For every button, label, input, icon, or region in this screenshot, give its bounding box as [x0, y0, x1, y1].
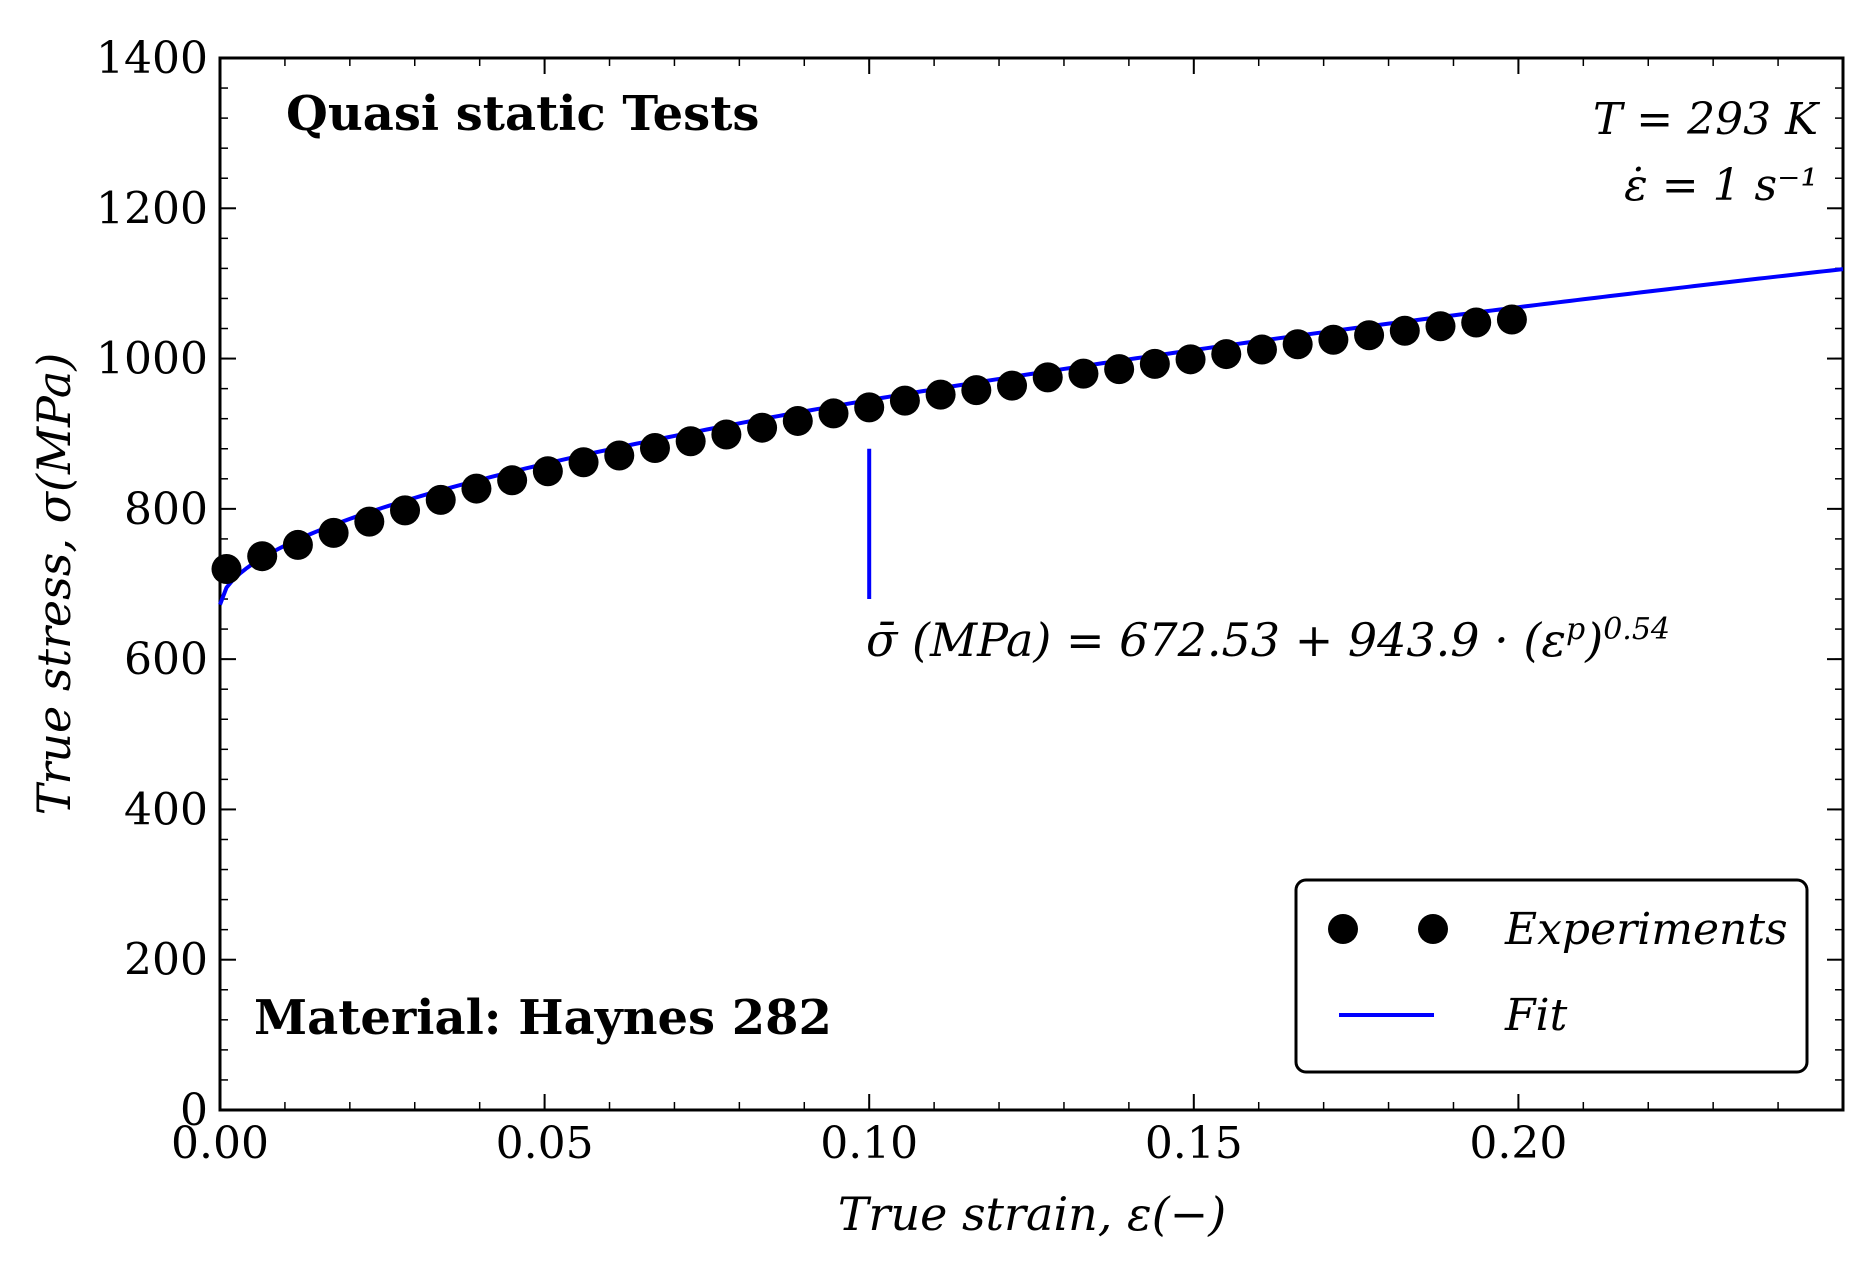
y-tick-label: 200	[124, 935, 208, 986]
annotation-material: Material: Haynes 282	[254, 990, 832, 1046]
major-ticks	[219, 57, 1843, 1111]
fit-equation-close: )	[1584, 613, 1603, 667]
experiment-point	[1425, 311, 1456, 342]
experiment-point	[1032, 362, 1063, 393]
x-axis-label: True strain, ε(−)	[838, 1187, 1226, 1241]
experiment-point	[282, 529, 313, 560]
x-tick-label: 0.10	[820, 1118, 918, 1169]
experiment-point	[997, 370, 1028, 401]
annotation-strain-rate: ε̇ = 1 s⁻¹	[1624, 160, 1818, 211]
fit-equation-exponent: 0.54	[1603, 612, 1670, 647]
experiment-point	[354, 506, 385, 537]
legend-experiments-marker-1	[1328, 914, 1358, 944]
experiment-point	[532, 456, 563, 487]
experiment-point	[568, 447, 599, 478]
experiment-markers	[211, 304, 1527, 584]
experiment-point	[675, 426, 706, 457]
legend-fit-label: Fit	[1504, 990, 1568, 1041]
experiment-point	[1389, 315, 1420, 346]
experiment-point	[639, 432, 670, 463]
experiment-point	[1211, 339, 1242, 370]
x-tick-labels: 0.00 0.05 0.10 0.15 0.20	[171, 1118, 1567, 1169]
experiment-point	[1104, 354, 1135, 385]
y-tick-labels: 0 200 400 600 800 1000 1200 1400	[96, 33, 208, 1136]
experiment-point	[390, 495, 421, 526]
fit-line	[218, 267, 1844, 606]
experiment-point	[461, 473, 492, 504]
experiment-point	[711, 419, 742, 450]
y-tick-label: 400	[124, 784, 208, 835]
experiment-point	[1175, 344, 1206, 375]
y-tick-label: 800	[124, 484, 208, 535]
experiment-point	[818, 398, 849, 429]
experiment-point	[1068, 358, 1099, 389]
experiment-point	[318, 517, 349, 548]
experiment-point	[247, 541, 278, 572]
fit-equation-superscript-p: p	[1566, 612, 1585, 647]
experiment-point	[961, 375, 992, 406]
experiment-point	[1461, 307, 1492, 338]
experiment-point	[782, 405, 813, 436]
annotation-temperature: T = 293 K	[1593, 94, 1820, 145]
experiment-point	[889, 385, 920, 416]
x-tick-label: 0.20	[1469, 1118, 1567, 1169]
y-tick-label: 0	[180, 1085, 208, 1136]
experiment-point	[925, 379, 956, 410]
experiment-point	[497, 465, 528, 496]
experiment-point	[1354, 320, 1385, 351]
experiment-point	[604, 440, 635, 471]
fit-layer	[218, 267, 1844, 606]
minor-ticks	[219, 57, 1844, 1111]
experiment-point	[1318, 324, 1349, 355]
fit-equation-main: σ̄ (MPa) = 672.53 + 943.9 · (ε	[866, 613, 1566, 667]
y-tick-label: 1200	[96, 183, 208, 234]
x-tick-label: 0.15	[1145, 1118, 1243, 1169]
experiment-point	[1139, 348, 1170, 379]
experiment-point	[425, 484, 456, 515]
experiment-point	[1282, 329, 1313, 360]
x-tick-label: 0.00	[171, 1118, 269, 1169]
legend: Experiments Fit	[1294, 878, 1809, 1074]
experiment-point	[854, 392, 885, 423]
experiment-point	[1496, 304, 1527, 335]
y-tick-label: 600	[124, 634, 208, 685]
x-tick-label: 0.05	[496, 1118, 594, 1169]
fit-equation: σ̄ (MPa) = 672.53 + 943.9 · (εp)0.54	[866, 612, 1670, 668]
y-tick-label: 1400	[96, 33, 208, 84]
experiment-point	[1246, 334, 1277, 365]
legend-experiments-label: Experiments	[1504, 904, 1788, 955]
y-axis-label: True stress, σ(MPa)	[27, 353, 81, 816]
annotation-quasi-static: Quasi static Tests	[286, 86, 759, 142]
legend-experiments-marker-2	[1418, 914, 1448, 944]
experiment-point	[211, 553, 242, 584]
experiment-point	[747, 412, 778, 443]
y-tick-label: 1000	[96, 334, 208, 385]
